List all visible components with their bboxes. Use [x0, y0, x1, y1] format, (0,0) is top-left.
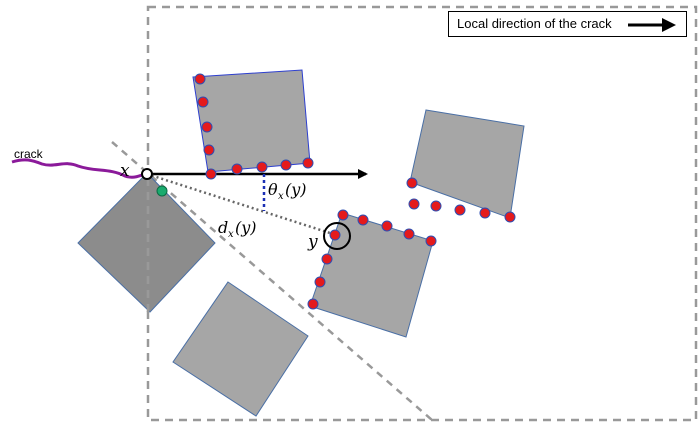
right-arrow-icon [628, 18, 676, 32]
integration-point [197, 96, 209, 108]
integration-point [231, 163, 243, 175]
integration-point [205, 168, 217, 180]
integration-point [321, 253, 333, 265]
cell-bottom [172, 281, 309, 417]
integration-point [337, 209, 349, 221]
integration-point [194, 73, 206, 85]
integration-point [307, 298, 319, 310]
integration-point [381, 220, 393, 232]
integration-point [504, 211, 516, 223]
integration-point [280, 159, 292, 171]
legend-label: Local direction of the crack [457, 16, 612, 31]
integration-point [430, 200, 442, 212]
svg-text:x: x [278, 191, 284, 202]
integration-point [201, 121, 213, 133]
x-label: x [120, 161, 130, 181]
integration-point [403, 228, 415, 240]
svg-text:(y): (y) [285, 180, 307, 199]
integration-point [302, 157, 314, 169]
svg-text:θ: θ [268, 180, 278, 199]
integration-point [454, 204, 466, 216]
cell-middle [309, 212, 434, 338]
integration-point [256, 161, 268, 173]
integration-point-y [329, 229, 341, 241]
integration-point [314, 276, 326, 288]
distance-dotted-line [146, 172, 337, 237]
distance-label: d x (y) [218, 218, 257, 240]
crack-tip-point [141, 168, 153, 180]
integration-point [357, 214, 369, 226]
integration-point [479, 207, 491, 219]
integration-point [425, 235, 437, 247]
cell-right [409, 109, 525, 219]
integration-points-right-cell [406, 177, 516, 223]
y-label: y [307, 232, 318, 252]
svg-text:(y): (y) [235, 218, 257, 237]
svg-text:x: x [228, 229, 234, 240]
legend: Local direction of the crack [448, 11, 687, 37]
integration-point [203, 144, 215, 156]
green-point [156, 185, 168, 197]
cell-top [192, 69, 311, 173]
svg-text:d: d [218, 218, 228, 237]
integration-point [406, 177, 418, 189]
integration-points-top-cell [194, 73, 314, 180]
crack-curve [11, 158, 148, 179]
integration-points-middle-cell [307, 209, 437, 310]
cell-near-tip [77, 172, 216, 313]
integration-point [408, 198, 420, 210]
point-y-highlight [323, 222, 351, 250]
theta-label: θ x (y) [268, 180, 307, 202]
crack-label: crack [14, 147, 44, 161]
